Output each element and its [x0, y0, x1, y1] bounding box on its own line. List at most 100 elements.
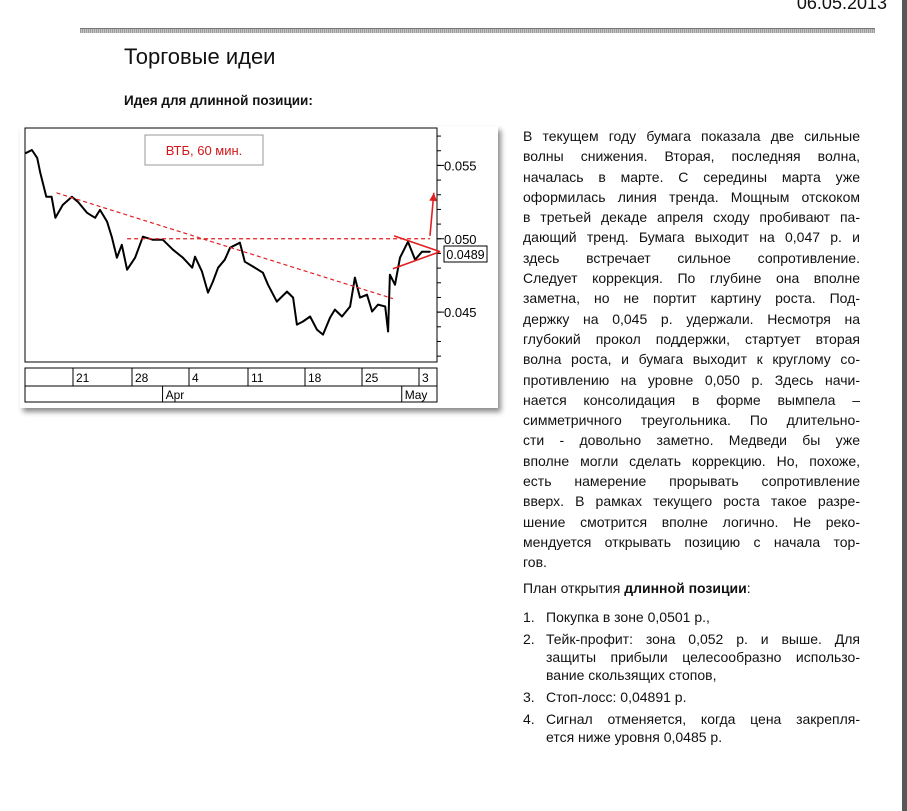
price-point — [329, 316, 331, 319]
section-subtitle: Идея для длинной позиции: — [124, 93, 313, 108]
price-chart: 0.055 0.050 0.045 21 28 4 11 18 25 3 Apr May ВТБ, 6… — [20, 126, 498, 408]
x-tick-label: 4 — [192, 371, 199, 385]
price-point — [252, 265, 254, 268]
plan-heading: План открытия длинной позиции: — [523, 580, 751, 596]
x-tick-label: 28 — [135, 371, 149, 385]
price-point — [239, 241, 241, 244]
price-point — [309, 315, 311, 318]
paragraph-line: вверх. В рамках текущего роста такое раз… — [523, 493, 860, 510]
plan-item-line: вание скользящих стопов, — [546, 667, 717, 683]
price-point — [99, 209, 101, 211]
paragraph-line: Следует коррекция. По глубине она вполне — [523, 270, 860, 287]
plan-item-number: 1. — [523, 609, 535, 625]
price-point — [182, 256, 184, 259]
plan-item-line: Стоп-лосс: 0,04891 р. — [546, 689, 687, 705]
price-point — [354, 276, 356, 279]
paragraph-line: началась в марте. С середины марта уже — [523, 168, 860, 185]
price-point — [207, 291, 209, 294]
price-point — [45, 196, 48, 198]
price-point — [387, 330, 389, 333]
paragraph-line: есть намерение прорывать сопротивление — [523, 473, 860, 490]
plan-item: 1. Покупка в зоне 0,0501 р., — [523, 608, 860, 626]
paragraph-line: вполне могли сделать коррекцию. Но, похо… — [523, 452, 860, 469]
month-label: Apr — [166, 388, 185, 402]
price-point — [359, 296, 361, 299]
price-point — [262, 271, 264, 274]
price-point — [421, 250, 423, 253]
price-point — [349, 305, 351, 308]
price-point — [121, 243, 123, 246]
plan-item-line: Сигнал отменяется, когда цена закрепля- — [546, 711, 860, 727]
plan-suffix: : — [746, 580, 751, 596]
price-point — [191, 266, 193, 269]
last-price-box — [443, 245, 488, 263]
paragraph-line: оформилась линия тренда. Мощным отскоком — [523, 188, 860, 205]
price-chart-svg: 0.055 0.050 0.045 21 28 4 11 18 25 3 Apr May ВТБ, 6… — [24, 127, 488, 403]
price-point — [341, 315, 343, 318]
paragraph-line: гов. — [523, 554, 547, 571]
price-point — [286, 290, 288, 293]
price-point — [126, 268, 128, 271]
arrow-head-icon — [429, 192, 438, 202]
plot-area — [24, 127, 438, 363]
paragraph-line: симметричного треугольника. По длительно… — [523, 412, 860, 429]
price-point — [292, 296, 294, 299]
y-tick-label: 0.045 — [444, 305, 477, 320]
price-point — [116, 256, 118, 259]
price-point — [334, 308, 336, 311]
month-axis-row — [24, 385, 438, 403]
price-point — [399, 256, 401, 259]
price-point — [384, 305, 386, 308]
month-label: May — [405, 388, 428, 402]
plan-item: 2. Тейк-профит: зона 0,052 р. и выше. Для… — [523, 630, 860, 684]
price-point — [322, 333, 324, 336]
y-tick-label: 0.050 — [444, 232, 477, 247]
paragraph-line: глубокий прокол поддержки, стартует втор… — [523, 330, 860, 347]
paragraph-line: здесь встречает сильное сопротивление. — [523, 249, 860, 266]
price-point — [267, 283, 269, 286]
price-point — [62, 204, 64, 206]
paragraph-line: сти - довольно заметно. Медведи бы уже — [523, 432, 860, 449]
price-point — [106, 220, 108, 223]
paragraph-line: В текущем году бумага показала две сильн… — [523, 128, 860, 144]
paragraph-line: волна роста, и бумага выходит к круглому… — [523, 351, 860, 368]
plan-prefix: План открытия — [523, 580, 625, 596]
price-point — [389, 273, 391, 276]
price-point — [224, 258, 226, 261]
x-tick-label: 18 — [308, 371, 322, 385]
price-point — [134, 256, 136, 259]
idea-description: В текущем году бумага показала две сильн… — [523, 126, 860, 573]
plan-item: 4. Сигнал отменяется, когда цена закрепля… — [523, 710, 860, 746]
price-point — [94, 216, 96, 219]
price-point — [77, 200, 79, 203]
plan-item-number: 2. — [523, 631, 535, 647]
plan-bold: длинной позиции — [624, 580, 747, 596]
plan-item-text: Стоп-лосс: 0,04891 р. — [546, 688, 860, 706]
last-price-label: 0.0489 — [446, 248, 484, 262]
price-point — [366, 293, 368, 296]
plan-item-number: 3. — [523, 689, 535, 705]
paragraph-line: шение смотрится вполне логично. Не реко- — [523, 513, 860, 530]
triangle-line — [392, 250, 441, 270]
price-point — [217, 266, 219, 269]
chart-title-box — [144, 134, 264, 166]
paragraph-line: мендуется открывать позицию с начала тор… — [523, 533, 860, 550]
paragraph-line: волны снижения. Вторая, последняя волна, — [523, 148, 860, 165]
plan-item-line: Покупка в зоне 0,0501 р., — [546, 609, 710, 625]
price-point — [429, 250, 431, 253]
page-edge-bar — [902, 0, 907, 811]
price-point — [24, 152, 27, 155]
y-tick-label: 0.055 — [444, 158, 477, 173]
trend-line — [56, 192, 394, 300]
paragraph-line: дающий тренд. Бумага выходит на 0,047 р.… — [523, 229, 860, 246]
x-tick-label: 11 — [251, 371, 264, 385]
price-point — [201, 270, 203, 273]
price-point — [111, 236, 113, 239]
price-point — [162, 238, 164, 241]
x-tick-label: 25 — [365, 371, 379, 385]
price-point — [244, 260, 246, 263]
price-point — [316, 328, 318, 331]
price-point — [50, 196, 53, 198]
chart-title: ВТБ, 60 мин. — [166, 143, 243, 158]
paragraph-line: в третьей декаде апреля сходу пробивают … — [523, 209, 860, 226]
